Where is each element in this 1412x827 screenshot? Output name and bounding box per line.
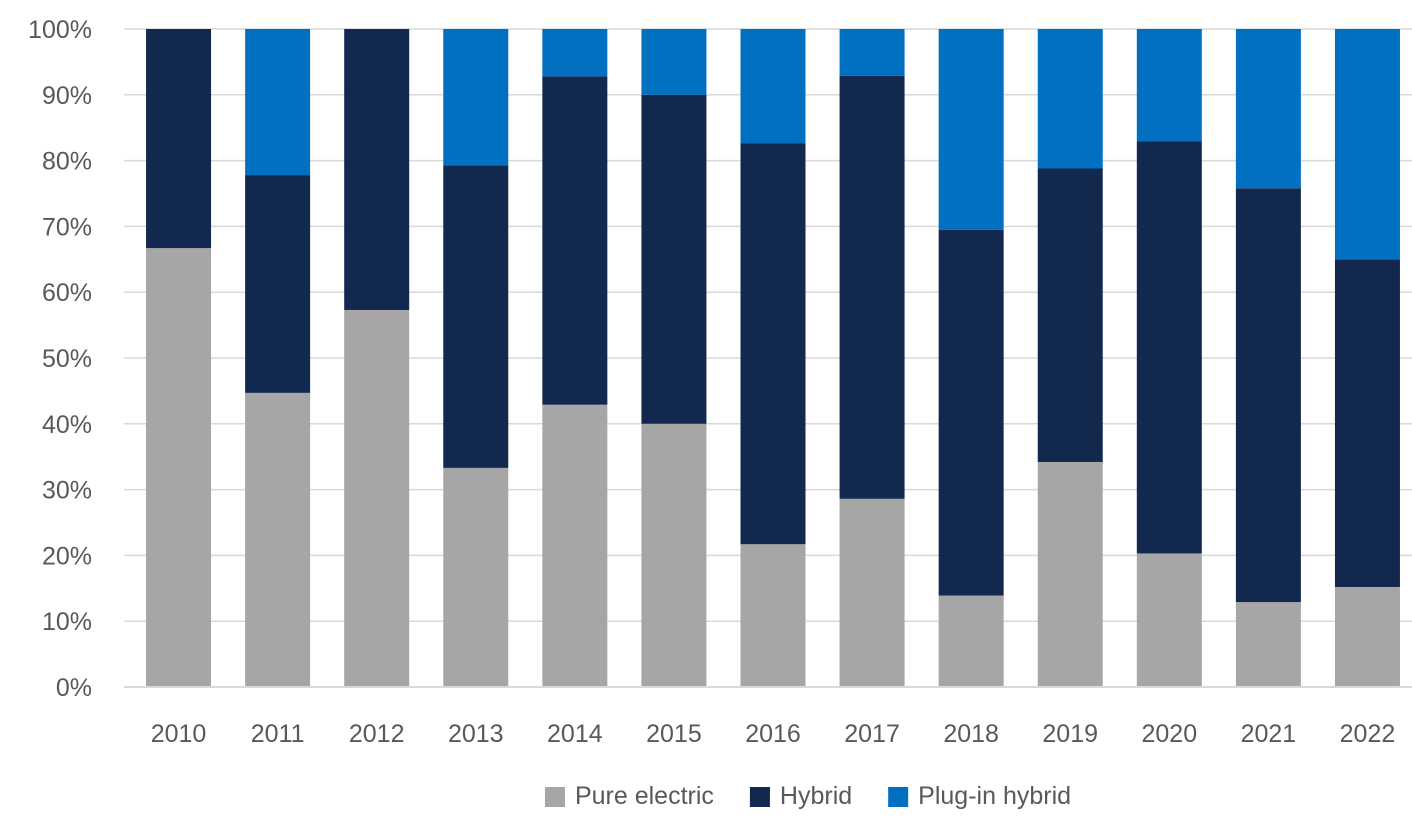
bar-segment-plug-in-hybrid-2021 <box>1235 29 1301 189</box>
legend-swatch-pure-electric <box>544 787 565 807</box>
bar-segment-hybrid-2015 <box>641 94 707 424</box>
bar-segment-pure-electric-2015 <box>641 423 707 687</box>
bar-segment-pure-electric-2018 <box>938 595 1004 687</box>
x-tick-label: 2018 <box>943 720 999 748</box>
bars <box>146 29 1400 687</box>
bar-segment-hybrid-2018 <box>938 229 1004 596</box>
x-tick-label: 2017 <box>844 720 900 748</box>
bar-segment-hybrid-2022 <box>1334 259 1400 587</box>
x-tick-label: 2012 <box>349 720 405 748</box>
bar-segment-plug-in-hybrid-2017 <box>839 29 905 76</box>
y-tick-label: 30% <box>42 477 92 505</box>
bar-segment-hybrid-2013 <box>443 165 509 468</box>
legend-swatch-plug-in-hybrid <box>888 787 909 807</box>
y-tick-label: 20% <box>42 542 92 570</box>
y-tick-label: 60% <box>42 279 92 307</box>
y-tick-label: 100% <box>28 16 92 44</box>
x-tick-label: 2015 <box>646 720 702 748</box>
y-tick-label: 90% <box>42 82 92 110</box>
x-tick-label: 2014 <box>547 720 603 748</box>
bar-segment-hybrid-2021 <box>1235 188 1301 603</box>
bar-segment-plug-in-hybrid-2020 <box>1136 29 1202 142</box>
bar-segment-plug-in-hybrid-2011 <box>245 29 311 176</box>
bar-segment-hybrid-2019 <box>1037 168 1103 462</box>
bar-segment-plug-in-hybrid-2019 <box>1037 29 1103 169</box>
bar-segment-hybrid-2017 <box>839 75 905 499</box>
bar-segment-pure-electric-2011 <box>245 392 311 687</box>
bar-segment-pure-electric-2010 <box>146 248 212 687</box>
bar-segment-pure-electric-2022 <box>1334 586 1400 687</box>
y-tick-label: 40% <box>42 411 92 439</box>
y-tick-label: 10% <box>42 608 92 636</box>
y-tick-label: 80% <box>42 148 92 176</box>
bar-segment-plug-in-hybrid-2014 <box>542 29 608 77</box>
x-tick-label: 2010 <box>151 720 207 748</box>
x-tick-label: 2013 <box>448 720 504 748</box>
legend: Pure electric Hybrid Plug-in hybrid <box>544 782 1071 810</box>
x-tick-label: 2022 <box>1340 720 1396 748</box>
legend-swatch-hybrid <box>749 787 770 807</box>
bar-segment-pure-electric-2014 <box>542 404 608 687</box>
bar-segment-hybrid-2012 <box>344 29 410 310</box>
bar-segment-hybrid-2011 <box>245 175 311 393</box>
bar-segment-pure-electric-2021 <box>1235 602 1301 687</box>
legend-label: Hybrid <box>780 782 852 810</box>
x-tick-label: 2016 <box>745 720 801 748</box>
bar-segment-hybrid-2020 <box>1136 141 1202 554</box>
bar-segment-plug-in-hybrid-2016 <box>740 29 806 144</box>
axes: 0% 10% 20% 30% 40% 50% 60% 70% 80% 90% 100% 2010 201… <box>28 16 1412 748</box>
bar-segment-hybrid-2010 <box>146 29 212 249</box>
x-tick-label: 2011 <box>251 720 305 748</box>
bar-segment-pure-electric-2016 <box>740 544 806 687</box>
x-tick-label: 2019 <box>1042 720 1098 748</box>
x-tick-label: 2020 <box>1141 720 1197 748</box>
bar-segment-hybrid-2014 <box>542 76 608 405</box>
bar-segment-pure-electric-2020 <box>1136 553 1202 687</box>
bar-segment-hybrid-2016 <box>740 143 806 545</box>
bar-segment-plug-in-hybrid-2015 <box>641 29 707 95</box>
y-tick-label: 70% <box>42 213 92 241</box>
legend-label: Pure electric <box>575 782 714 810</box>
bar-segment-plug-in-hybrid-2018 <box>938 29 1004 230</box>
bar-segment-pure-electric-2017 <box>839 498 905 687</box>
y-tick-label: 0% <box>56 674 92 702</box>
y-tick-label: 50% <box>42 345 92 373</box>
bar-segment-pure-electric-2019 <box>1037 461 1103 687</box>
bar-segment-plug-in-hybrid-2022 <box>1334 29 1400 260</box>
bar-segment-plug-in-hybrid-2013 <box>443 29 509 166</box>
legend-label: Plug-in hybrid <box>918 782 1071 810</box>
bar-segment-pure-electric-2013 <box>443 467 509 687</box>
x-tick-label: 2021 <box>1241 720 1297 748</box>
bar-segment-pure-electric-2012 <box>344 309 410 687</box>
